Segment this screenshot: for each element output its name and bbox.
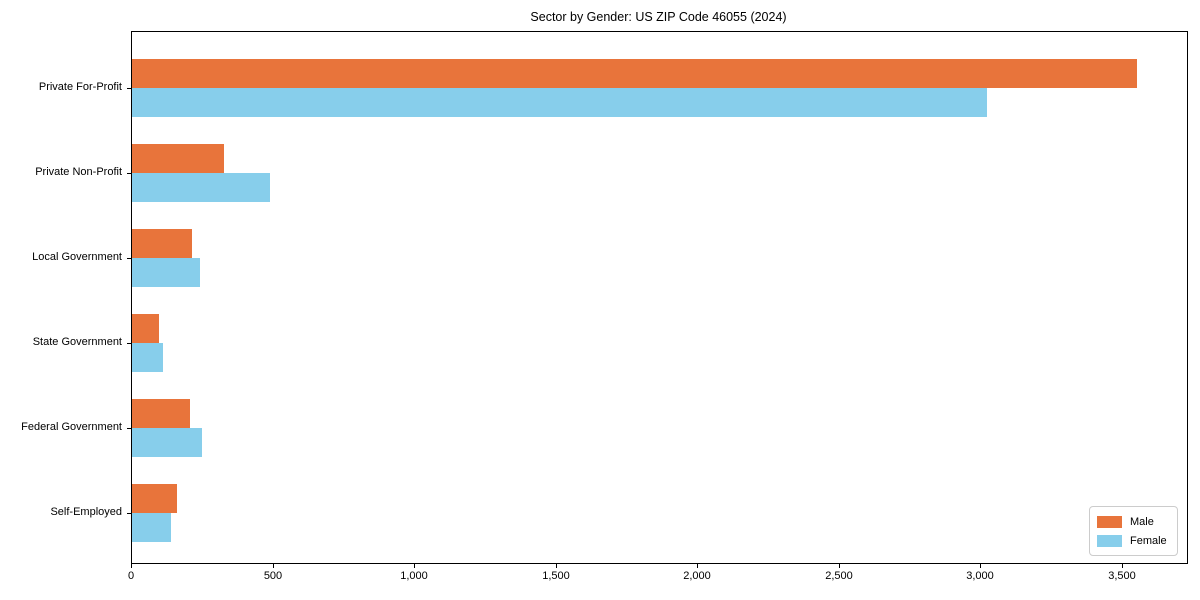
- xtick-mark-1500: [556, 564, 557, 568]
- ytick-mark-private-non-profit: [127, 173, 131, 174]
- ytick-label-self-employed: Self-Employed: [50, 506, 122, 518]
- chart-title: Sector by Gender: US ZIP Code 46055 (202…: [530, 10, 787, 24]
- ytick-mark-private-for-profit: [127, 88, 131, 89]
- bar-male-local-government: [132, 229, 192, 258]
- xtick-label-3000: 3,000: [966, 570, 994, 582]
- ytick-mark-self-employed: [127, 513, 131, 514]
- ytick-label-private-for-profit: Private For-Profit: [38, 81, 122, 93]
- bar-male-private-for-profit: [132, 59, 1137, 88]
- xtick-label-1500: 1,500: [542, 570, 570, 582]
- xtick-mark-500: [273, 564, 274, 568]
- bar-female-state-government: [132, 343, 163, 372]
- xtick-mark-3500: [1122, 564, 1123, 568]
- legend-item-male: Male: [1097, 512, 1169, 531]
- legend-label-female: Female: [1130, 534, 1167, 547]
- bar-female-federal-government: [132, 428, 202, 457]
- ytick-label-private-non-profit: Private Non-Profit: [35, 166, 122, 178]
- xtick-mark-3000: [980, 564, 981, 568]
- ytick-label-local-government: Local Government: [32, 251, 122, 263]
- legend-swatch-male: [1097, 515, 1122, 528]
- bar-male-self-employed: [132, 484, 177, 513]
- ytick-label-state-government: State Government: [32, 336, 122, 348]
- xtick-label-500: 500: [263, 570, 283, 582]
- xtick-label-0: 0: [127, 570, 135, 582]
- bar-female-local-government: [132, 258, 200, 287]
- bar-female-private-for-profit: [132, 88, 987, 117]
- xtick-label-3500: 3,500: [1108, 570, 1136, 582]
- ytick-label-federal-government: Federal Government: [21, 421, 122, 433]
- plot-area: [131, 31, 1188, 564]
- bar-male-state-government: [132, 314, 159, 343]
- bar-male-federal-government: [132, 399, 190, 428]
- legend: Male Female: [1089, 506, 1178, 556]
- legend-item-female: Female: [1097, 531, 1169, 550]
- bar-female-private-non-profit: [132, 173, 270, 202]
- legend-label-male: Male: [1130, 515, 1154, 528]
- xtick-label-2500: 2,500: [825, 570, 853, 582]
- xtick-mark-2500: [839, 564, 840, 568]
- bar-female-self-employed: [132, 513, 171, 542]
- xtick-mark-2000: [697, 564, 698, 568]
- xtick-mark-0: [131, 564, 132, 568]
- bar-male-private-non-profit: [132, 144, 224, 173]
- xtick-mark-1000: [414, 564, 415, 568]
- legend-swatch-female: [1097, 534, 1122, 547]
- ytick-mark-state-government: [127, 343, 131, 344]
- xtick-label-2000: 2,000: [683, 570, 711, 582]
- xtick-label-1000: 1,000: [400, 570, 428, 582]
- ytick-mark-federal-government: [127, 428, 131, 429]
- ytick-mark-local-government: [127, 258, 131, 259]
